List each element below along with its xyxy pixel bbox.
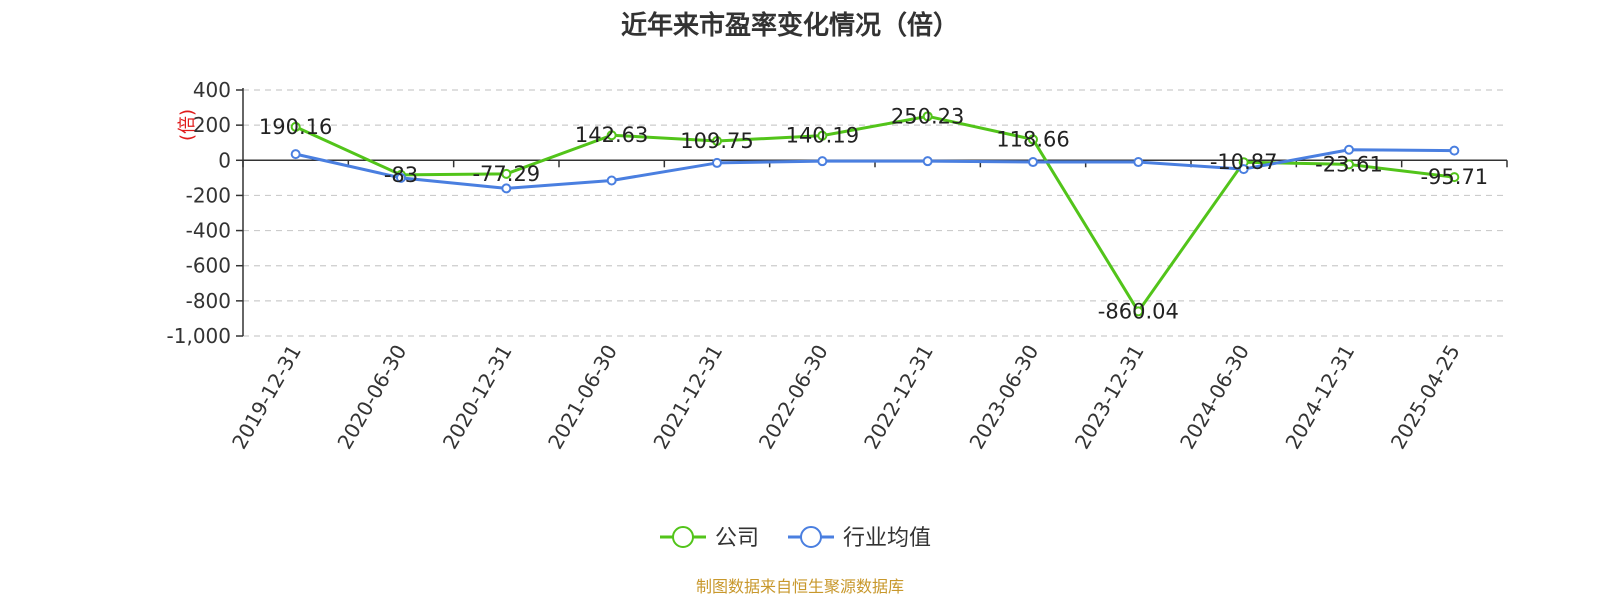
- x-tick-label: 2021-06-30: [543, 341, 622, 454]
- data-point: [712, 157, 722, 168]
- data-point: [1238, 164, 1249, 175]
- data-point: [1028, 134, 1038, 145]
- data-point: [290, 121, 301, 132]
- y-tick-label: -1,000: [167, 324, 231, 348]
- data-label: 142.63: [575, 123, 648, 147]
- legend[interactable]: 公司 行业均值: [660, 526, 931, 551]
- data-point: [396, 172, 406, 183]
- data-labels: 190.16 -83 -77.29 142.63 109.75 140.19 250.23 1…: [259, 104, 1488, 323]
- data-point: [712, 136, 722, 147]
- series-line-industry: [295, 148, 1455, 190]
- data-point: [290, 149, 301, 160]
- data-label: -95.71: [1420, 165, 1488, 189]
- data-point: [606, 175, 617, 186]
- data-point: [501, 168, 512, 179]
- y-tick-label: 400: [193, 78, 231, 102]
- legend-label: 行业均值: [843, 526, 931, 551]
- x-tick-label: 2024-12-31: [1280, 341, 1359, 454]
- x-tick-label: 2023-06-30: [964, 341, 1043, 454]
- data-label: 118.66: [996, 127, 1069, 151]
- data-label: -23.61: [1315, 152, 1383, 176]
- data-point: [1449, 145, 1460, 156]
- data-point: [1028, 157, 1038, 168]
- data-label: -77.29: [472, 162, 540, 186]
- y-tick-label: 200: [193, 113, 231, 137]
- y-tick-label: -600: [186, 254, 231, 278]
- chart-title: 近年来市盈率变化情况（倍）: [621, 10, 959, 41]
- x-tick-label: 2025-04-25: [1386, 341, 1465, 454]
- legend-item-company[interactable]: 公司: [660, 526, 759, 551]
- data-label: 250.23: [891, 104, 964, 128]
- data-point: [817, 130, 828, 141]
- data-point: [1344, 144, 1354, 155]
- data-point: [1344, 159, 1354, 170]
- data-label: 190.16: [259, 115, 332, 139]
- x-tick-label: 2020-06-30: [332, 341, 411, 454]
- x-tick-label: 2022-12-31: [859, 341, 938, 454]
- x-tick-label: 2021-12-31: [648, 341, 727, 454]
- y-axis-label: (倍): [177, 109, 198, 141]
- data-point: [922, 111, 933, 122]
- x-tick-label: 2020-12-31: [438, 341, 517, 454]
- legend-item-industry[interactable]: 行业均值: [788, 526, 931, 551]
- series-line-company: [295, 114, 1455, 313]
- data-point: [606, 130, 617, 141]
- data-label: 109.75: [680, 129, 753, 153]
- y-tick-label: -400: [186, 219, 231, 243]
- x-tick-label: 2023-12-31: [1070, 341, 1149, 454]
- data-point: [501, 183, 512, 194]
- y-tick-label: 0: [218, 148, 231, 172]
- x-tick-label: 2019-12-31: [227, 341, 306, 454]
- data-label: -83: [384, 163, 418, 187]
- data-point: [1133, 157, 1144, 168]
- source-note: 制图数据来自恒生聚源数据库: [696, 577, 904, 596]
- data-label: 140.19: [786, 124, 859, 148]
- data-label: -860.04: [1098, 299, 1179, 323]
- data-point: [922, 156, 933, 167]
- legend-marker: [800, 526, 822, 548]
- data-point: [817, 156, 828, 167]
- data-label: -10.87: [1210, 150, 1278, 174]
- x-tick-label: 2024-06-30: [1175, 341, 1254, 454]
- legend-label: 公司: [715, 526, 759, 551]
- series-group: [290, 111, 1460, 317]
- y-tick-label: -800: [186, 289, 231, 313]
- x-tick-label: 2022-06-30: [754, 341, 833, 454]
- data-point: [1133, 306, 1144, 317]
- y-tick-label: -200: [186, 183, 231, 207]
- data-point: [1449, 172, 1460, 183]
- legend-marker: [672, 526, 694, 548]
